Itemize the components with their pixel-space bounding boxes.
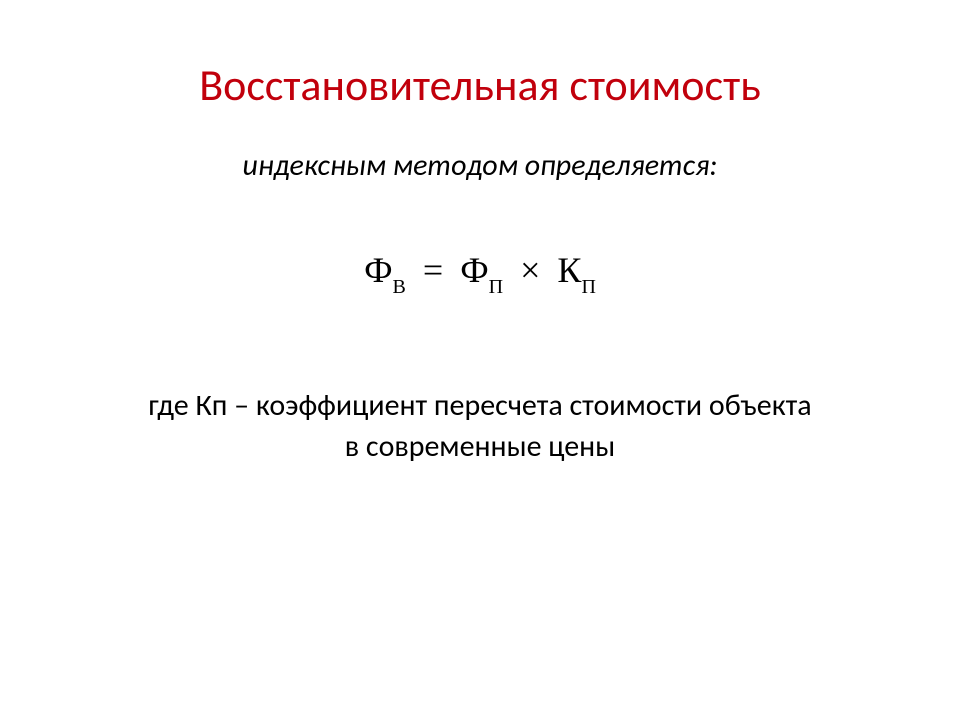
description: где Кп – коэффициент пересчета стоимости… (80, 386, 880, 467)
formula: ФВ = ФП × КП (80, 249, 880, 296)
formula-k: К (557, 250, 581, 290)
formula-times: × (520, 250, 540, 290)
description-line-1: где Кп – коэффициент пересчета стоимости… (148, 387, 811, 424)
formula-sub-1: В (393, 276, 406, 298)
slide-title: Восстановительная стоимость (80, 58, 880, 112)
slide-subtitle: индексным методом определяется: (80, 147, 880, 184)
formula-phi-2: Ф (460, 250, 488, 290)
formula-sub-3: П (581, 276, 595, 298)
formula-equals: = (423, 250, 443, 290)
description-line-2: в современные цены (345, 428, 615, 465)
formula-phi-1: Ф (364, 250, 392, 290)
formula-sub-2: П (489, 276, 503, 298)
